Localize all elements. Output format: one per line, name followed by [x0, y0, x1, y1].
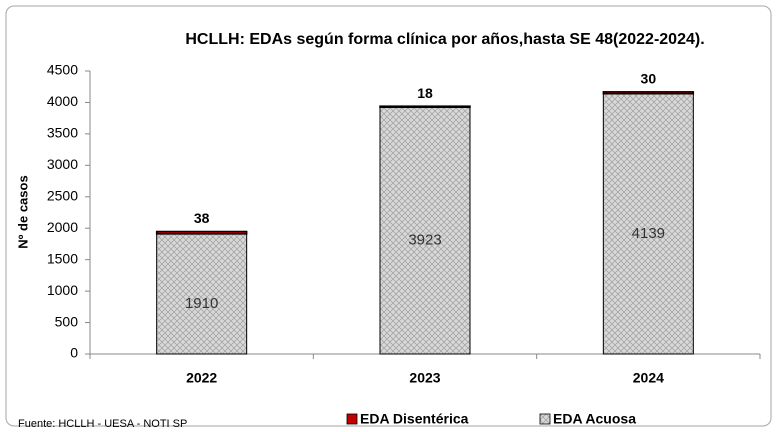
chart-title: HCLLH: EDAs según forma clínica por años…: [185, 31, 704, 48]
x-tick-label: 2023: [409, 370, 440, 386]
legend-label: EDA Acuosa: [553, 411, 636, 427]
data-label: 3923: [408, 232, 441, 249]
bar-segment: [379, 105, 471, 109]
y-tick-label: 500: [55, 313, 79, 329]
y-tick-label: 4000: [47, 93, 78, 109]
legend-swatch: [346, 413, 358, 425]
bar-segment: [602, 91, 695, 95]
bar-segment: [602, 93, 694, 355]
bar-segment: [379, 106, 471, 355]
legend-label: EDA Disentérica: [360, 411, 469, 427]
bar-segment: [155, 230, 248, 235]
y-tick-label: 4500: [47, 62, 78, 78]
y-tick-label: 0: [70, 345, 78, 361]
source-note: Fuente: HCLLH - UESA - NOTI SP: [18, 418, 187, 430]
y-tick-label: 1000: [47, 282, 78, 298]
data-label: 30: [641, 71, 657, 87]
data-label: 1910: [185, 295, 218, 312]
legend-swatch: [539, 413, 551, 425]
y-axis-label: Nº de casos: [15, 175, 30, 248]
y-tick-label: 3000: [47, 156, 78, 172]
data-label: 38: [194, 210, 210, 226]
data-label: 4139: [632, 225, 665, 242]
y-tick-label: 2500: [47, 187, 78, 203]
x-tick-label: 2022: [186, 370, 217, 386]
data-label: 18: [417, 85, 433, 101]
x-tick-label: 2024: [633, 370, 664, 386]
y-tick-label: 1500: [47, 250, 78, 266]
y-tick-label: 2000: [47, 219, 78, 235]
y-tick-label: 3500: [47, 125, 78, 141]
